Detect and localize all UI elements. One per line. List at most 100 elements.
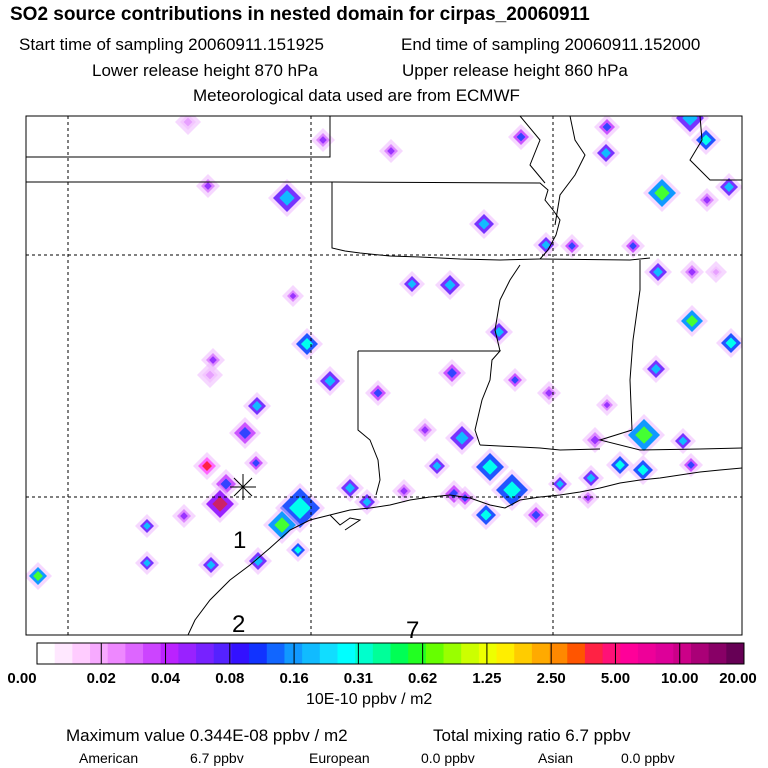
colorbar-cell — [531, 643, 551, 664]
colorbar-cell — [337, 643, 356, 664]
contribution-core — [143, 522, 151, 530]
contribution-core — [362, 497, 372, 507]
contribution-core — [238, 426, 252, 440]
contribution-core — [712, 268, 720, 276]
contribution-core — [183, 117, 193, 127]
european-label: European — [309, 750, 370, 766]
colorbar-tick-label: 0.08 — [215, 670, 244, 687]
asian-label: Asian — [538, 750, 574, 766]
colorbar-cell — [196, 643, 215, 664]
contribution-core — [447, 368, 457, 378]
contribution-core — [516, 132, 526, 142]
lower-release: Lower release height 870 hPa — [92, 61, 318, 80]
contribution-core — [556, 480, 564, 488]
colorbar-tick-label: 0.02 — [87, 670, 116, 687]
colorbar-cell — [284, 643, 303, 664]
colorbar-cell — [425, 643, 445, 664]
colorbar-cell — [584, 643, 604, 664]
colorbar-cell — [443, 643, 462, 664]
contribution-core — [653, 267, 663, 277]
contribution-core — [387, 147, 395, 155]
contribution-core — [220, 478, 232, 490]
contribution-core — [503, 481, 521, 499]
colorbar-ticks: 0.00 0.02 0.04 0.08 0.16 0.31 0.62 1.25 2.50 5.00… — [7, 643, 757, 687]
met-data: Meteorological data used are from ECMWF — [193, 86, 520, 105]
colorbar-cell — [90, 643, 109, 664]
contribution-core — [568, 242, 576, 250]
colorbar-cell — [302, 643, 321, 664]
colorbar-cells — [37, 643, 745, 664]
contribution-core — [206, 560, 216, 570]
colorbar-cell — [478, 643, 498, 664]
contribution-core — [319, 136, 327, 144]
colorbar-tick-label: 0.31 — [344, 670, 373, 687]
contribution-core — [545, 389, 553, 397]
colorbar-cell — [231, 643, 250, 664]
colorbar-cell — [37, 643, 56, 664]
contribution-core — [407, 279, 417, 289]
contribution-core — [289, 292, 297, 300]
contribution-field — [26, 116, 742, 590]
american-value: 6.7 ppbv — [190, 750, 244, 766]
contribution-core — [688, 268, 696, 276]
contribution-core — [586, 473, 596, 483]
contribution-core — [294, 546, 302, 554]
contribution-core — [345, 483, 355, 493]
contribution-core — [373, 388, 383, 398]
start-time: Start time of sampling 20060911.151925 — [19, 35, 324, 54]
colorbar-cell — [249, 643, 268, 664]
colorbar-cell — [461, 643, 480, 664]
colorbar-tick-label: 0.16 — [279, 670, 308, 687]
colorbar-cell — [54, 643, 73, 664]
contribution-core — [33, 571, 43, 581]
colorbar-unit: 10E-10 ppbv / m2 — [306, 691, 433, 708]
colorbar-cell — [708, 643, 727, 664]
contribution-core — [400, 487, 408, 495]
contribution-core — [204, 182, 212, 190]
colorbar-tick-label: 10.00 — [661, 670, 699, 687]
page-title: SO2 source contributions in nested domai… — [10, 4, 590, 25]
colorbar-cell — [319, 643, 338, 664]
map-frame — [25, 115, 743, 636]
marker-7: 7 — [406, 617, 419, 644]
contribution-core — [541, 240, 551, 250]
contribution-core — [635, 426, 653, 444]
colorbar-tick-label: 20.00 — [719, 670, 757, 687]
contribution-core — [252, 459, 260, 467]
colorbar-cell — [107, 643, 126, 664]
contribution-core — [478, 218, 490, 230]
contribution-core — [685, 314, 699, 328]
contribution-core — [480, 509, 492, 521]
contribution-core — [629, 242, 637, 250]
colorbar-cell — [143, 643, 162, 664]
contribution-core — [678, 436, 688, 446]
colorbar-cell — [637, 643, 657, 664]
colorbar-tick-label: 1.25 — [472, 670, 501, 687]
colorbar-cell — [655, 643, 674, 664]
contribution-core — [143, 559, 151, 567]
contribution-core — [602, 122, 612, 132]
contribution-core — [511, 376, 519, 384]
receptor-cross — [230, 474, 256, 500]
contribution-core — [725, 337, 737, 349]
contribution-core — [700, 134, 712, 146]
end-time: End time of sampling 20060911.152000 — [401, 35, 701, 54]
contribution-core — [421, 426, 429, 434]
colorbar-cell — [213, 643, 232, 664]
contribution-core — [289, 497, 311, 519]
colorbar-cell — [408, 643, 427, 664]
contribution-core — [205, 370, 215, 380]
contribution-core — [444, 279, 456, 291]
asian-value: 0.0 ppbv — [621, 750, 675, 766]
colorbar-tick-label: 0.04 — [151, 670, 181, 687]
grid-lines — [26, 116, 742, 635]
colorbar-tick-label: 2.50 — [537, 670, 566, 687]
colorbar-cell — [160, 643, 179, 664]
contribution-core — [603, 401, 611, 409]
contribution-core — [279, 190, 295, 206]
contribution-core — [432, 461, 442, 471]
contribution-core — [180, 512, 188, 520]
contribution-core — [324, 375, 336, 387]
colorbar-cell — [549, 643, 568, 664]
